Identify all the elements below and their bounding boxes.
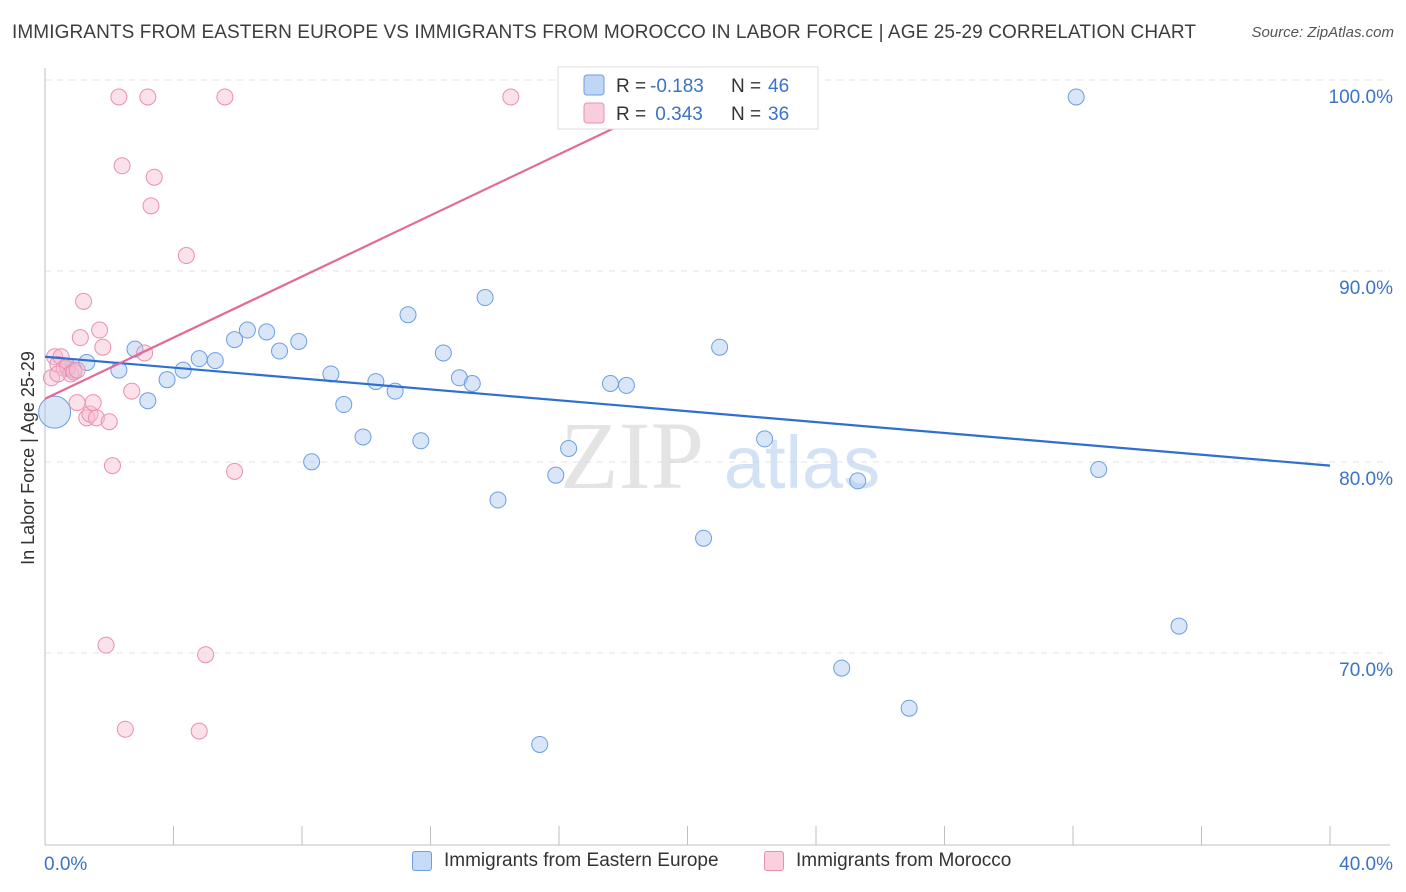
data-point-eastern-europe — [833, 659, 851, 677]
data-point-morocco — [142, 197, 160, 215]
data-point-eastern-europe — [158, 371, 176, 389]
data-point-morocco — [55, 359, 73, 377]
x-tick-label: 40.0% — [1339, 854, 1393, 875]
data-point-eastern-europe — [547, 466, 565, 484]
data-point-morocco — [100, 413, 118, 431]
data-point-eastern-europe — [354, 428, 372, 446]
data-point-eastern-europe — [601, 375, 619, 392]
legend-item-morocco[interactable]: Immigrants from Morocco — [764, 850, 1011, 872]
stats-legend-swatch-pink — [583, 102, 605, 124]
y-tick-label: 80.0% — [1339, 469, 1393, 490]
data-point-eastern-europe — [335, 396, 353, 414]
data-point-eastern-europe — [303, 453, 321, 471]
data-point-eastern-europe — [271, 342, 289, 360]
legend-swatch-blue — [412, 851, 432, 871]
stats-legend-n-label: N = — [731, 104, 761, 125]
data-point-morocco — [113, 157, 131, 175]
data-point-morocco — [71, 329, 89, 347]
x-tick-label: 0.0% — [44, 854, 87, 875]
data-point-eastern-europe — [1170, 617, 1188, 635]
data-point-eastern-europe — [139, 392, 157, 410]
data-point-morocco — [145, 168, 163, 186]
trend-line-morocco — [44, 92, 688, 400]
y-axis-label: In Labor Force | Age 25-29 — [18, 351, 38, 565]
data-point-eastern-europe — [476, 289, 494, 307]
y-tick-label: 70.0% — [1339, 660, 1393, 681]
data-point-eastern-europe — [258, 323, 276, 341]
data-point-eastern-europe — [399, 306, 417, 324]
stats-legend-n-label: N = — [731, 76, 761, 97]
stats-legend-r-label: R = — [616, 76, 646, 97]
data-point-eastern-europe — [489, 491, 507, 509]
data-point-eastern-europe — [226, 331, 244, 349]
gridlines — [45, 79, 1390, 654]
watermark: ZIP atlas — [560, 402, 880, 509]
data-point-eastern-europe — [617, 376, 635, 394]
data-point-morocco — [123, 382, 141, 400]
data-point-morocco — [91, 321, 109, 339]
trend-line-eastern-europe — [44, 355, 1331, 467]
legend-label-eastern-europe: Immigrants from Eastern Europe — [444, 850, 719, 871]
data-point-morocco — [116, 720, 134, 738]
chart-title: IMMIGRANTS FROM EASTERN EUROPE VS IMMIGR… — [12, 22, 1197, 43]
data-point-eastern-europe — [290, 332, 308, 350]
data-point-morocco — [177, 247, 195, 265]
data-point-morocco — [97, 636, 115, 654]
stats-legend: R = -0.183 N = 46 R = 0.343 N = 36 — [557, 66, 819, 130]
data-point-morocco — [190, 722, 208, 740]
data-point-eastern-europe — [38, 395, 72, 429]
legend-item-eastern-europe[interactable]: Immigrants from Eastern Europe — [412, 850, 719, 872]
y-tick-label: 90.0% — [1339, 278, 1393, 299]
data-point-morocco — [502, 88, 520, 106]
data-point-eastern-europe — [711, 338, 729, 356]
data-point-morocco — [139, 88, 157, 106]
stats-legend-r-value: 0.343 — [650, 104, 703, 125]
stats-legend-r-value: -0.183 — [650, 76, 704, 97]
data-point-morocco — [84, 394, 102, 412]
data-point-eastern-europe — [367, 373, 385, 391]
data-point-eastern-europe — [174, 361, 192, 379]
source-label: Source: ZipAtlas.com — [1251, 24, 1394, 41]
data-point-morocco — [216, 88, 234, 106]
tick-labels: 100.0% 90.0% 80.0% 70.0% 0.0% 40.0% — [44, 87, 1393, 875]
data-point-eastern-europe — [756, 430, 774, 448]
data-point-eastern-europe — [463, 375, 481, 392]
data-point-morocco — [226, 462, 244, 480]
data-point-morocco — [87, 409, 105, 427]
data-point-eastern-europe — [206, 352, 224, 370]
watermark-zip: ZIP — [560, 402, 704, 509]
data-point-morocco — [68, 394, 86, 412]
stats-legend-r-label: R = — [616, 104, 646, 125]
data-point-eastern-europe — [434, 344, 452, 362]
watermark-atlas: atlas — [724, 421, 880, 504]
data-point-eastern-europe — [695, 529, 713, 547]
data-point-morocco — [110, 88, 128, 106]
y-tick-label: 100.0% — [1329, 87, 1394, 108]
trend-lines — [44, 92, 1331, 467]
data-point-morocco — [75, 292, 93, 310]
legend-label-morocco: Immigrants from Morocco — [796, 850, 1012, 871]
stats-legend-n-value: 46 — [768, 76, 789, 97]
data-point-morocco — [103, 457, 121, 475]
data-point-eastern-europe — [238, 321, 256, 339]
axes — [44, 68, 1390, 846]
data-point-morocco — [68, 361, 86, 379]
legend-swatch-pink — [764, 851, 784, 871]
stats-legend-n-value: 36 — [768, 104, 789, 125]
data-point-eastern-europe — [1090, 460, 1108, 478]
data-point-eastern-europe — [412, 432, 430, 450]
data-point-eastern-europe — [190, 350, 208, 368]
stats-legend-swatch-blue — [583, 74, 605, 96]
data-point-eastern-europe — [531, 735, 549, 753]
data-point-morocco — [197, 646, 215, 664]
data-point-morocco — [94, 338, 112, 356]
data-point-eastern-europe — [900, 699, 918, 717]
series-legend: Immigrants from Eastern Europe Immigrant… — [0, 850, 1406, 880]
data-point-eastern-europe — [560, 439, 578, 457]
data-point-eastern-europe — [849, 472, 867, 490]
data-point-morocco — [49, 365, 67, 383]
data-point-eastern-europe — [1067, 88, 1085, 106]
